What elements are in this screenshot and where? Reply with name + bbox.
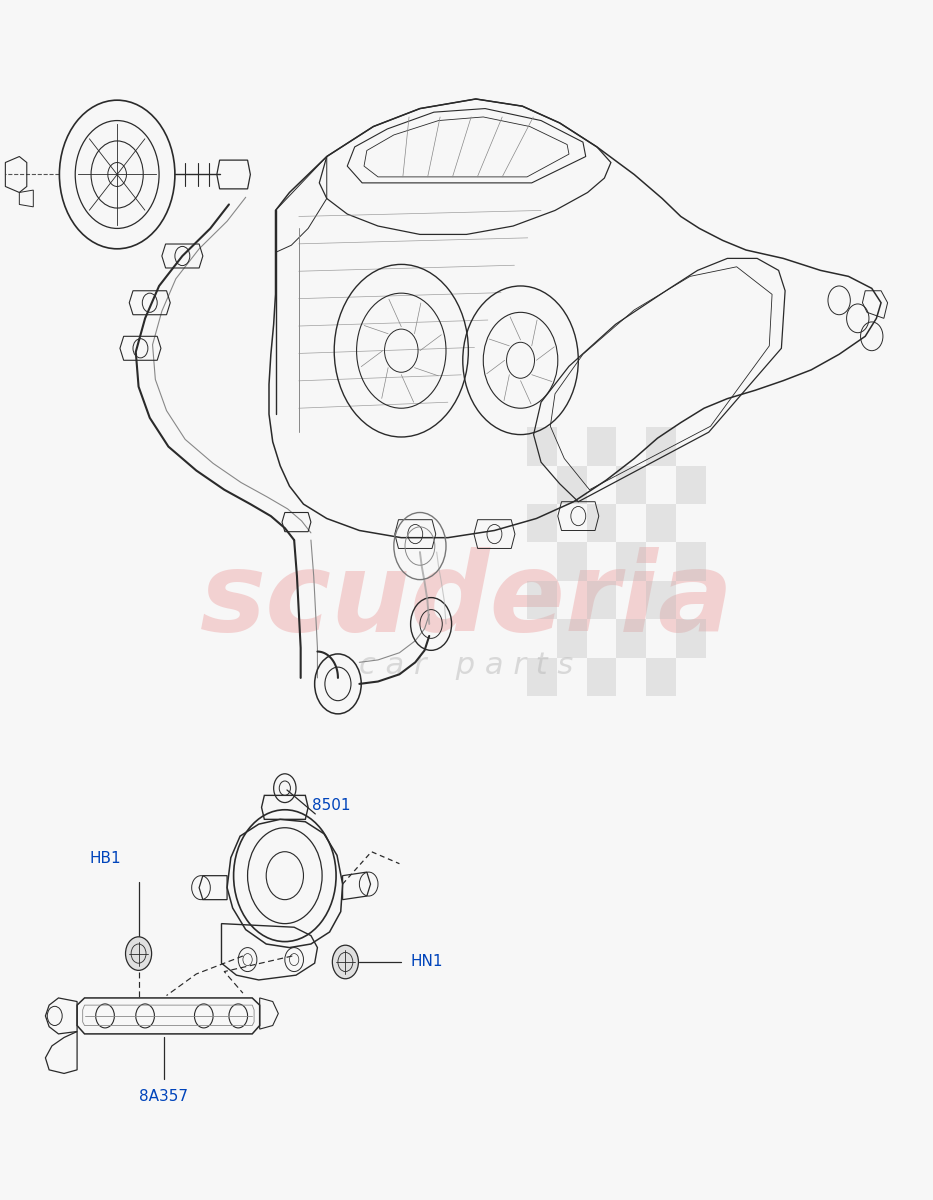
- Bar: [587, 427, 617, 466]
- Bar: [647, 427, 676, 466]
- Bar: [527, 504, 557, 542]
- Text: 8501: 8501: [313, 798, 351, 814]
- Bar: [527, 658, 557, 696]
- Bar: [676, 542, 706, 581]
- Bar: [647, 658, 676, 696]
- Bar: [617, 619, 647, 658]
- Text: 8A357: 8A357: [139, 1090, 188, 1104]
- Bar: [676, 466, 706, 504]
- Text: HN1: HN1: [411, 954, 443, 970]
- Bar: [617, 466, 647, 504]
- Text: c a r   p a r t s: c a r p a r t s: [359, 652, 574, 680]
- Circle shape: [126, 937, 152, 971]
- Text: HB1: HB1: [90, 851, 121, 866]
- Bar: [676, 619, 706, 658]
- Bar: [647, 581, 676, 619]
- Text: scuderia: scuderia: [200, 546, 733, 654]
- Bar: [527, 427, 557, 466]
- Bar: [617, 542, 647, 581]
- Bar: [557, 542, 587, 581]
- Circle shape: [332, 946, 358, 979]
- Bar: [587, 504, 617, 542]
- Bar: [647, 504, 676, 542]
- Bar: [587, 581, 617, 619]
- Bar: [587, 658, 617, 696]
- Bar: [557, 619, 587, 658]
- Bar: [527, 581, 557, 619]
- Bar: [557, 466, 587, 504]
